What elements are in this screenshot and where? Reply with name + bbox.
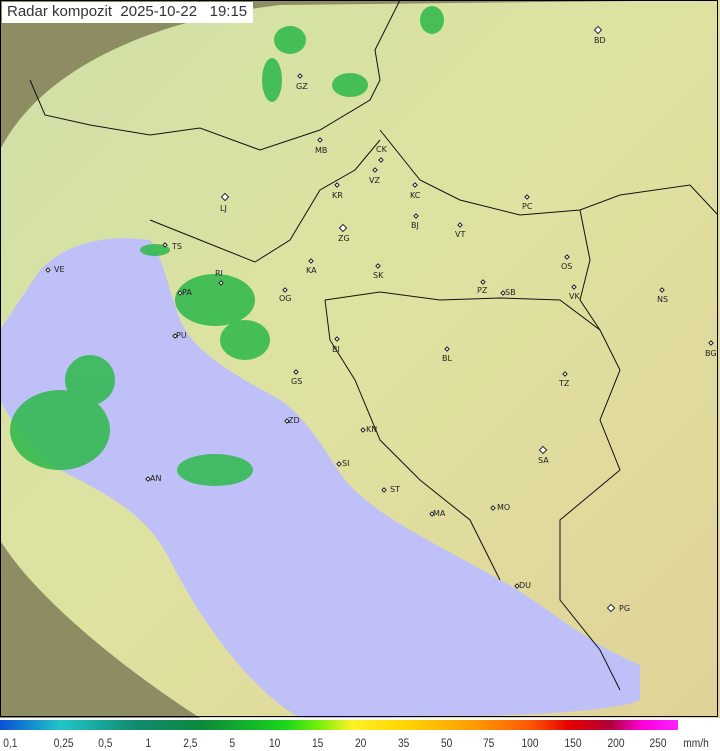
city-label: AN [150,474,162,483]
city-label: VT [455,230,466,239]
city-label: OS [561,262,573,271]
legend-label: 1 [145,736,152,750]
city-label: PG [619,604,631,613]
city-label: MO [497,503,511,512]
city-label: DU [519,581,532,590]
city-label: NS [657,295,669,304]
city-label: ST [390,485,400,494]
city-label: BI [332,345,340,354]
legend-color-scale [0,720,678,730]
city-label: RI [215,269,223,278]
sea [0,238,640,718]
legend-label: 200 [607,736,625,750]
city-label: SK [373,271,384,280]
legend-label: 100 [521,736,539,750]
city-label: PA [182,288,192,297]
city-label: KC [410,191,421,200]
city-label: VZ [369,176,380,185]
city-label: BD [594,36,606,45]
legend-label: 150 [564,736,582,750]
city-label: MB [315,146,328,155]
legend-label: 50 [441,736,453,750]
city-label: PZ [477,286,488,295]
legend-label: 20 [355,736,367,750]
legend-label: 5 [229,736,236,750]
city-label: PU [176,331,187,340]
city-label: PC [522,202,533,211]
city-label: VK [569,292,580,301]
legend-label: 0,25 [53,736,74,750]
map-frame [0,0,718,717]
city-label: GS [291,377,303,386]
legend-label: 0,5 [98,736,113,750]
legend-label: 75 [483,736,495,750]
legend-unit: mm/h [683,736,709,750]
city-label: KN [366,425,378,434]
city-label: ZD [288,416,300,425]
legend-label: 10 [269,736,281,750]
radar-echoes [10,6,444,486]
city-label: GZ [296,82,308,91]
city-label: SB [505,288,516,297]
legend-label: 35 [398,736,410,750]
city-label: BL [442,354,452,363]
city-label: LJ [220,204,227,213]
radar-map [0,0,720,718]
city-label: MA [433,509,446,518]
city-label: BJ [411,221,419,230]
city-label: CK [376,145,387,154]
city-label: TZ [559,379,570,388]
legend-label: 250 [649,736,667,750]
legend-label: 0,1 [3,736,18,750]
legend-label: 15 [312,736,324,750]
city-label: ZG [338,234,350,243]
city-label: KA [306,266,317,275]
city-label: SI [342,459,350,468]
city-label: SA [538,456,549,465]
legend-label: 2,5 [183,736,198,750]
city-label: VE [54,265,65,274]
legend-labels: 0,1 0,25 0,5 1 2,5 5 10 15 20 35 50 75 1… [0,736,720,751]
city-label: TS [172,242,182,251]
borders [29,0,719,691]
city-label: OG [279,294,292,303]
city-label: BG [705,349,717,358]
city-label: KR [332,191,343,200]
map-title: Radar kompozit 2025-10-22 19:15 [2,2,254,23]
